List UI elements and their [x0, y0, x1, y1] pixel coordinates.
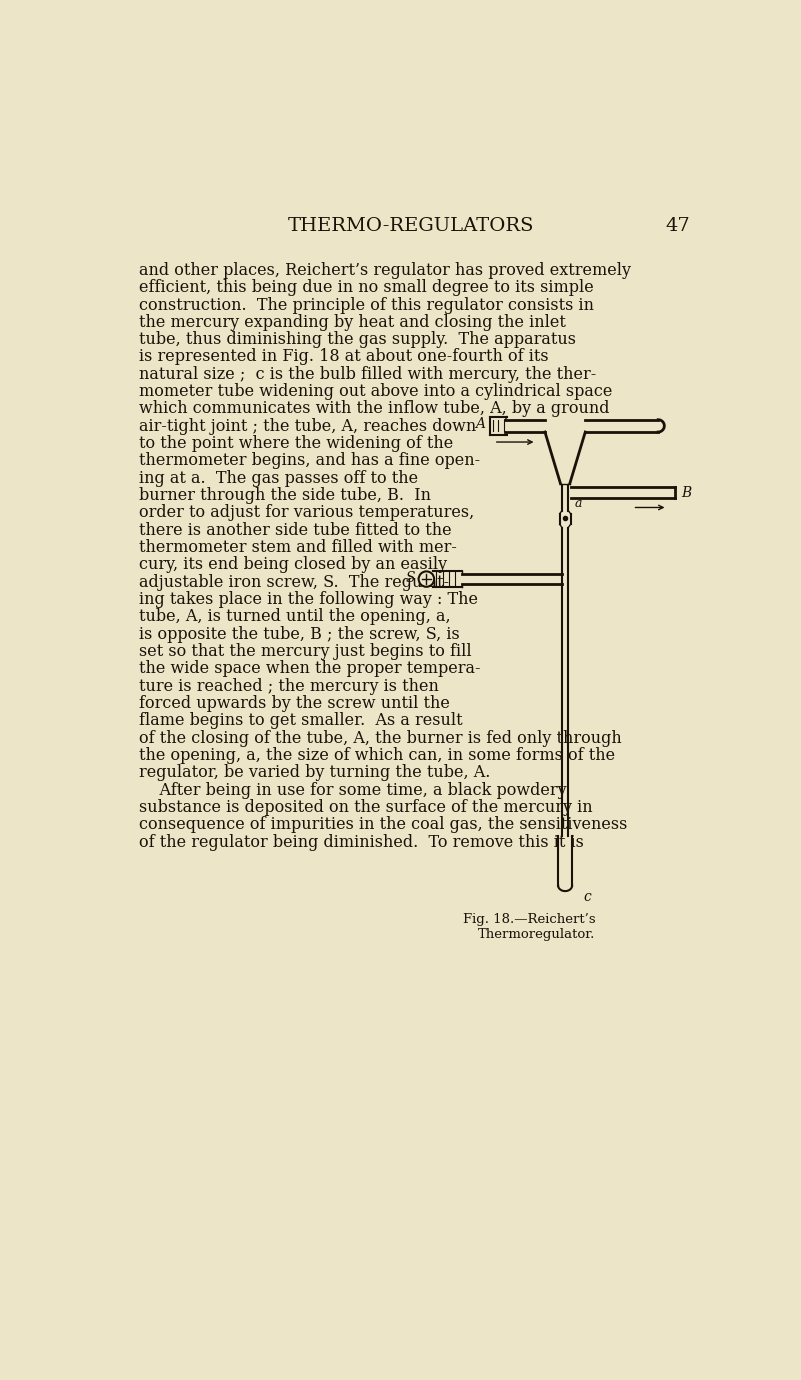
Text: which communicates with the inflow tube, A, by a ground: which communicates with the inflow tube,…: [139, 400, 610, 417]
Text: order to adjust for various temperatures,: order to adjust for various temperatures…: [139, 505, 474, 522]
Text: ture is reached ; the mercury is then: ture is reached ; the mercury is then: [139, 678, 439, 694]
Text: Thermoregulator.: Thermoregulator.: [478, 927, 596, 941]
Text: regulator, be varied by turning the tube, A.: regulator, be varied by turning the tube…: [139, 765, 490, 781]
Text: cury, its end being closed by an easily: cury, its end being closed by an easily: [139, 556, 447, 573]
Text: After being in use for some time, a black powdery: After being in use for some time, a blac…: [139, 781, 566, 799]
Text: consequence of impurities in the coal gas, the sensitiveness: consequence of impurities in the coal ga…: [139, 816, 627, 834]
Text: there is another side tube fitted to the: there is another side tube fitted to the: [139, 522, 452, 538]
Text: tube, A, is turned until the opening, a,: tube, A, is turned until the opening, a,: [139, 609, 450, 625]
Text: flame begins to get smaller.  As a result: flame begins to get smaller. As a result: [139, 712, 462, 729]
Text: natural size ;  c is the bulb filled with mercury, the ther-: natural size ; c is the bulb filled with…: [139, 366, 596, 382]
Text: and other places, Reichert’s regulator has proved extremely: and other places, Reichert’s regulator h…: [139, 262, 631, 279]
Text: the opening, a, the size of which can, in some forms of the: the opening, a, the size of which can, i…: [139, 747, 615, 765]
Text: thermometer begins, and has a fine open-: thermometer begins, and has a fine open-: [139, 453, 480, 469]
Text: air-tight joint ; the tube, A, reaches down: air-tight joint ; the tube, A, reaches d…: [139, 418, 476, 435]
Circle shape: [419, 571, 434, 586]
Text: ing takes place in the following way : The: ing takes place in the following way : T…: [139, 591, 478, 609]
Text: of the closing of the tube, A, the burner is fed only through: of the closing of the tube, A, the burne…: [139, 730, 622, 747]
Text: mometer tube widening out above into a cylindrical space: mometer tube widening out above into a c…: [139, 384, 612, 400]
Text: ing at a.  The gas passes off to the: ing at a. The gas passes off to the: [139, 469, 418, 487]
Text: burner through the side tube, B.  In: burner through the side tube, B. In: [139, 487, 431, 504]
Text: is opposite the tube, B ; the screw, S, is: is opposite the tube, B ; the screw, S, …: [139, 625, 460, 643]
Text: Fig. 18.—Reichert’s: Fig. 18.—Reichert’s: [463, 912, 595, 926]
Text: substance is deposited on the surface of the mercury in: substance is deposited on the surface of…: [139, 799, 593, 816]
Text: A: A: [475, 417, 485, 432]
Text: of the regulator being diminished.  To remove this it is: of the regulator being diminished. To re…: [139, 834, 584, 850]
Text: S: S: [406, 570, 416, 585]
Text: 47: 47: [666, 217, 690, 235]
Text: adjustable iron screw, S.  The regulat-: adjustable iron screw, S. The regulat-: [139, 574, 449, 591]
Text: set so that the mercury just begins to fill: set so that the mercury just begins to f…: [139, 643, 472, 660]
Text: a: a: [574, 497, 582, 511]
Text: construction.  The principle of this regulator consists in: construction. The principle of this regu…: [139, 297, 594, 313]
Text: forced upwards by the screw until the: forced upwards by the screw until the: [139, 696, 449, 712]
Text: the mercury expanding by heat and closing the inlet: the mercury expanding by heat and closin…: [139, 313, 566, 331]
Text: thermometer stem and filled with mer-: thermometer stem and filled with mer-: [139, 540, 457, 556]
Text: c: c: [583, 890, 590, 904]
Text: is represented in Fig. 18 at about one-fourth of its: is represented in Fig. 18 at about one-f…: [139, 349, 549, 366]
Text: the wide space when the proper tempera-: the wide space when the proper tempera-: [139, 660, 481, 678]
Text: tube, thus diminishing the gas supply.  The apparatus: tube, thus diminishing the gas supply. T…: [139, 331, 576, 348]
Text: B: B: [682, 486, 691, 500]
Text: efficient, this being due in no small degree to its simple: efficient, this being due in no small de…: [139, 279, 594, 297]
Text: THERMO-REGULATORS: THERMO-REGULATORS: [288, 217, 534, 235]
Text: to the point where the widening of the: to the point where the widening of the: [139, 435, 453, 453]
